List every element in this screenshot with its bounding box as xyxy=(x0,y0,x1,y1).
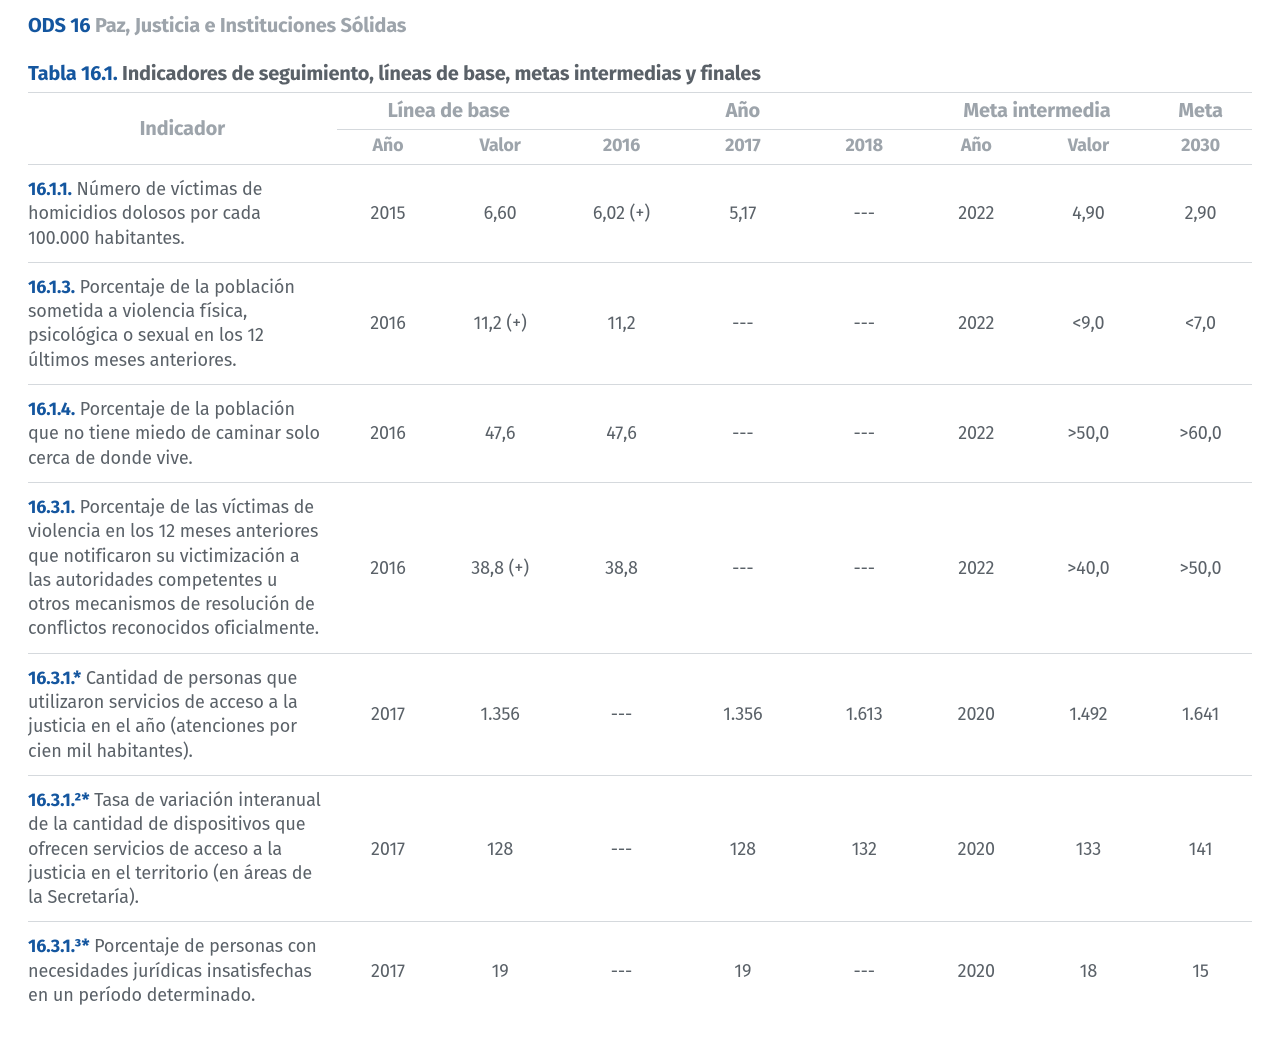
cell-mi-anio: 2022 xyxy=(925,262,1028,384)
col-meta-2030: 2030 xyxy=(1149,130,1252,165)
cell-indicador: 16.1.3. Porcentaje de la población somet… xyxy=(28,262,337,384)
cell-mi-anio: 2020 xyxy=(925,653,1028,775)
indicator-code: 16.1.1. xyxy=(28,178,72,200)
cell-lb-valor: 6,60 xyxy=(439,165,560,263)
cell-lb-anio: 2017 xyxy=(337,653,440,775)
cell-mi-anio: 2022 xyxy=(925,385,1028,483)
cell-y2017: 128 xyxy=(682,775,803,921)
cell-indicador: 16.3.1. Porcentaje de las víctimas de vi… xyxy=(28,482,337,653)
table-number: Tabla 16.1. xyxy=(28,62,117,86)
cell-y2018: --- xyxy=(804,922,925,1019)
cell-indicador: 16.3.1.* Cantidad de personas que utiliz… xyxy=(28,653,337,775)
indicator-code: 16.3.1.³* xyxy=(28,935,89,957)
cell-mi-valor: 18 xyxy=(1028,922,1149,1019)
cell-lb-valor: 47,6 xyxy=(439,385,560,483)
cell-y2016: 38,8 xyxy=(561,482,682,653)
indicator-code: 16.3.1. xyxy=(28,496,75,518)
col-lb-anio: Año xyxy=(337,130,440,165)
cell-y2018: --- xyxy=(804,385,925,483)
cell-meta-2030: >60,0 xyxy=(1149,385,1252,483)
cell-y2018: --- xyxy=(804,262,925,384)
col-2017: 2017 xyxy=(682,130,803,165)
cell-meta-2030: 15 xyxy=(1149,922,1252,1019)
cell-lb-anio: 2016 xyxy=(337,262,440,384)
cell-lb-anio: 2016 xyxy=(337,482,440,653)
table-row: 16.1.3. Porcentaje de la población somet… xyxy=(28,262,1252,384)
table-title-text: Indicadores de seguimiento, líneas de ba… xyxy=(122,62,761,86)
cell-y2016: --- xyxy=(561,922,682,1019)
cell-lb-valor: 1.356 xyxy=(439,653,560,775)
cell-y2018: 132 xyxy=(804,775,925,921)
table-row: 16.1.4. Porcentaje de la población que n… xyxy=(28,385,1252,483)
cell-y2018: 1.613 xyxy=(804,653,925,775)
cell-mi-anio: 2020 xyxy=(925,775,1028,921)
cell-y2018: --- xyxy=(804,482,925,653)
col-indicador: Indicador xyxy=(28,93,337,165)
indicator-code: 16.3.1.²* xyxy=(28,789,89,811)
cell-meta-2030: >50,0 xyxy=(1149,482,1252,653)
cell-mi-valor: >50,0 xyxy=(1028,385,1149,483)
table-row: 16.3.1.²* Tasa de variación interanual d… xyxy=(28,775,1252,921)
cell-mi-valor: 1.492 xyxy=(1028,653,1149,775)
cell-lb-anio: 2017 xyxy=(337,922,440,1019)
cell-y2018: --- xyxy=(804,165,925,263)
cell-y2017: 19 xyxy=(682,922,803,1019)
cell-y2016: 47,6 xyxy=(561,385,682,483)
table-row: 16.1.1. Número de víctimas de homicidios… xyxy=(28,165,1252,263)
cell-meta-2030: <7,0 xyxy=(1149,262,1252,384)
table-body: 16.1.1. Número de víctimas de homicidios… xyxy=(28,165,1252,1020)
indicators-table: Indicador Línea de base Año Meta interme… xyxy=(28,92,1252,1019)
indicator-code: 16.3.1.* xyxy=(28,667,81,689)
ods-code: ODS 16 xyxy=(28,14,90,38)
col-2018: 2018 xyxy=(804,130,925,165)
cell-lb-anio: 2015 xyxy=(337,165,440,263)
cell-lb-anio: 2016 xyxy=(337,385,440,483)
cell-y2017: 1.356 xyxy=(682,653,803,775)
cell-indicador: 16.1.4. Porcentaje de la población que n… xyxy=(28,385,337,483)
colgroup-meta-intermedia: Meta intermedia xyxy=(925,93,1149,130)
cell-y2016: --- xyxy=(561,775,682,921)
document-header: ODS 16 Paz, Justicia e Instituciones Sól… xyxy=(28,14,1252,38)
cell-y2017: --- xyxy=(682,482,803,653)
cell-indicador: 16.3.1.²* Tasa de variación interanual d… xyxy=(28,775,337,921)
cell-mi-valor: 133 xyxy=(1028,775,1149,921)
indicator-code: 16.1.4. xyxy=(28,398,75,420)
cell-indicador: 16.3.1.³* Porcentaje de personas con nec… xyxy=(28,922,337,1019)
colgroup-anio: Año xyxy=(561,93,925,130)
cell-lb-valor: 128 xyxy=(439,775,560,921)
cell-mi-valor: 4,90 xyxy=(1028,165,1149,263)
table-title: Tabla 16.1. Indicadores de seguimiento, … xyxy=(28,62,1252,86)
cell-lb-valor: 19 xyxy=(439,922,560,1019)
table-row: 16.3.1.³* Porcentaje de personas con nec… xyxy=(28,922,1252,1019)
cell-lb-anio: 2017 xyxy=(337,775,440,921)
col-lb-valor: Valor xyxy=(439,130,560,165)
table-row: 16.3.1.* Cantidad de personas que utiliz… xyxy=(28,653,1252,775)
cell-meta-2030: 2,90 xyxy=(1149,165,1252,263)
cell-y2016: 11,2 xyxy=(561,262,682,384)
ods-title: Paz, Justicia e Instituciones Sólidas xyxy=(95,14,406,38)
cell-mi-anio: 2022 xyxy=(925,165,1028,263)
colgroup-linea-base: Línea de base xyxy=(337,93,561,130)
col-2016: 2016 xyxy=(561,130,682,165)
cell-mi-anio: 2020 xyxy=(925,922,1028,1019)
table-row: 16.3.1. Porcentaje de las víctimas de vi… xyxy=(28,482,1252,653)
col-mi-valor: Valor xyxy=(1028,130,1149,165)
cell-indicador: 16.1.1. Número de víctimas de homicidios… xyxy=(28,165,337,263)
indicator-code: 16.1.3. xyxy=(28,276,75,298)
col-mi-anio: Año xyxy=(925,130,1028,165)
cell-y2017: --- xyxy=(682,262,803,384)
cell-meta-2030: 141 xyxy=(1149,775,1252,921)
cell-lb-valor: 38,8 (+) xyxy=(439,482,560,653)
cell-meta-2030: 1.641 xyxy=(1149,653,1252,775)
cell-y2016: 6,02 (+) xyxy=(561,165,682,263)
cell-y2017: 5,17 xyxy=(682,165,803,263)
colgroup-meta: Meta xyxy=(1149,93,1252,130)
cell-lb-valor: 11,2 (+) xyxy=(439,262,560,384)
cell-mi-valor: >40,0 xyxy=(1028,482,1149,653)
cell-mi-valor: <9,0 xyxy=(1028,262,1149,384)
cell-mi-anio: 2022 xyxy=(925,482,1028,653)
cell-y2016: --- xyxy=(561,653,682,775)
cell-y2017: --- xyxy=(682,385,803,483)
